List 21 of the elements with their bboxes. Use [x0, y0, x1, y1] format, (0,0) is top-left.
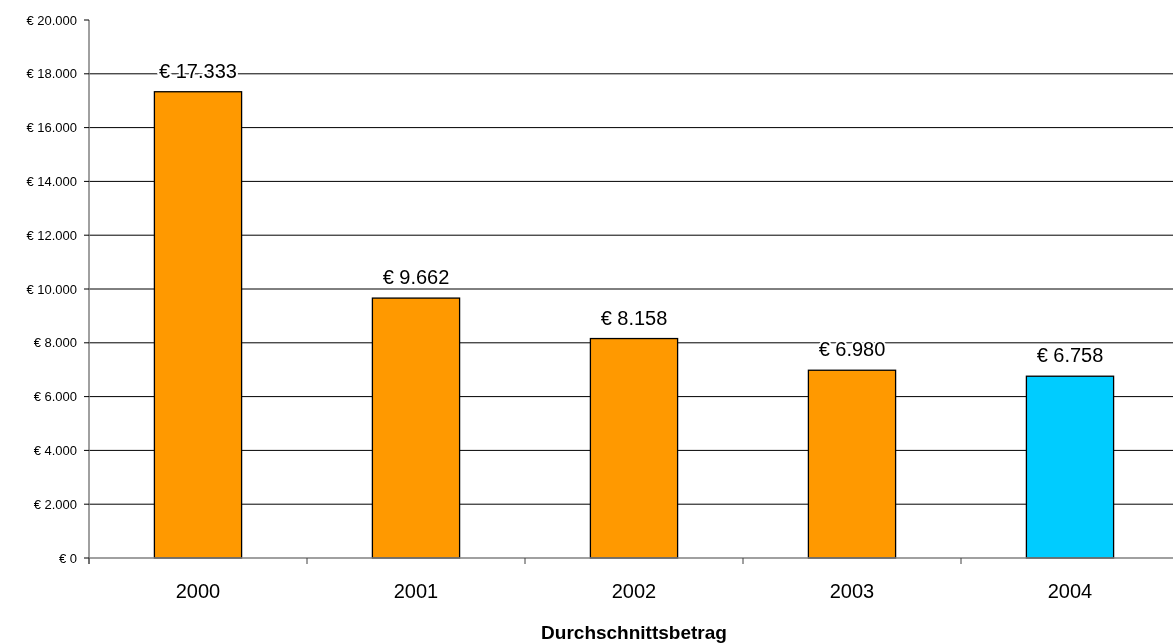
x-tick-label: 2002 — [611, 580, 657, 602]
x-tick-label: 2001 — [393, 580, 439, 602]
y-tick-label: € 18.000 — [26, 66, 77, 82]
y-tick-label: € 4.000 — [33, 442, 77, 458]
y-tick-label: € 14.000 — [26, 173, 77, 189]
y-tick-label: € 12.000 — [26, 227, 77, 243]
x-tick-label: 2000 — [175, 580, 221, 602]
x-tick-label: 2003 — [829, 580, 875, 602]
data-label: € 8.158 — [600, 306, 668, 329]
data-label: € 9.662 — [382, 266, 450, 289]
y-tick-label: € 8.000 — [33, 335, 77, 351]
y-tick-label: € 20.000 — [26, 12, 77, 28]
y-tick-label: € 10.000 — [26, 281, 77, 297]
x-axis-title: Durchschnittsbetrag — [541, 622, 727, 643]
data-label: € 6.758 — [1036, 344, 1104, 367]
y-tick-label: € 6.000 — [33, 389, 77, 405]
y-tick-label: € 0 — [58, 550, 77, 566]
y-tick-label: € 16.000 — [26, 120, 77, 136]
y-tick-label: € 2.000 — [33, 496, 77, 512]
x-tick-label: 2004 — [1047, 580, 1093, 602]
data-label: € 6.980 — [818, 338, 886, 361]
